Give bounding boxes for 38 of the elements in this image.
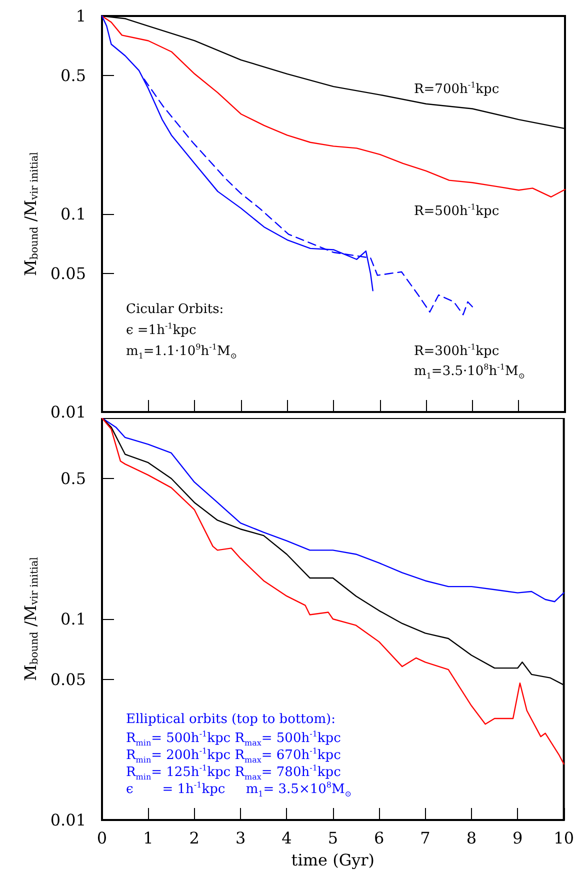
x-axis-title: time (Gyr)	[291, 850, 375, 870]
annotation: R=300h$^{-1}$kpc	[414, 342, 500, 359]
x-tick-label: 10	[554, 828, 574, 848]
y-tick-label: 0.5	[60, 469, 86, 488]
annotation: Cicular Orbits:	[126, 302, 224, 317]
annotation: Elliptical orbits (top to bottom):	[126, 712, 336, 727]
y-tick-label: 0.5	[60, 66, 86, 86]
y-tick-label: 0.01	[50, 402, 86, 422]
text: R$_{min}$= 200h$^{-1}$kpc R$_{max}$= 670h$^{-1}$kpc	[126, 746, 341, 765]
x-tick-label: 9	[512, 828, 523, 848]
line-series	[101, 15, 566, 198]
x-tick-label: 3	[235, 828, 246, 848]
text: R$_{min}$= 125h$^{-1}$kpc R$_{max}$= 780h$^{-1}$kpc	[126, 764, 341, 782]
y-tick-label: 0.01	[50, 810, 86, 830]
y-tick-label: 0.1	[60, 204, 86, 224]
annotation: R=500h$^{-1}$kpc	[414, 202, 500, 219]
annotation: R=700h$^{-1}$kpc	[414, 80, 500, 97]
y-tick-label: 0.05	[50, 264, 86, 284]
line-series	[101, 418, 564, 765]
x-tick-label: 7	[420, 828, 430, 848]
x-tick-label: 2	[189, 828, 200, 848]
x-tick-label: 1	[143, 828, 154, 848]
y-tick-label: 0.1	[60, 610, 86, 628]
annotation: ϵ =1h$^{-1}$kpc	[126, 322, 196, 338]
annotation: ϵ = 1h$^{-1}$kpc m$_{1}$= 3.5×10$^{8}$M$_{⊙}$	[126, 780, 352, 799]
x-tick-label: 4	[282, 828, 292, 848]
y-tick-label: 0.05	[50, 670, 86, 690]
text: R$_{min}$= 500h$^{-1}$kpc R$_{max}$= 500h$^{-1}$kpc	[126, 730, 341, 748]
y-tick-label: 1	[76, 6, 86, 26]
x-tick-label: 0	[96, 828, 108, 848]
y-axis-title: Mbound /Mvir initial	[20, 556, 40, 682]
annotation: m$_{1}$=3.5·10$^{8}$h$^{-1}$M$_{⊙}$	[414, 362, 525, 381]
y-axis-title: Mbound /Mvir initial	[20, 151, 40, 276]
x-tick-label: 8	[466, 828, 477, 848]
x-tick-label: 5	[328, 828, 338, 848]
annotation: m$_{1}$=1.1·10$^{9}$h$^{-1}$M$_{⊙}$	[126, 342, 237, 361]
x-tick-label: 6	[374, 828, 384, 848]
line-series	[101, 418, 564, 602]
